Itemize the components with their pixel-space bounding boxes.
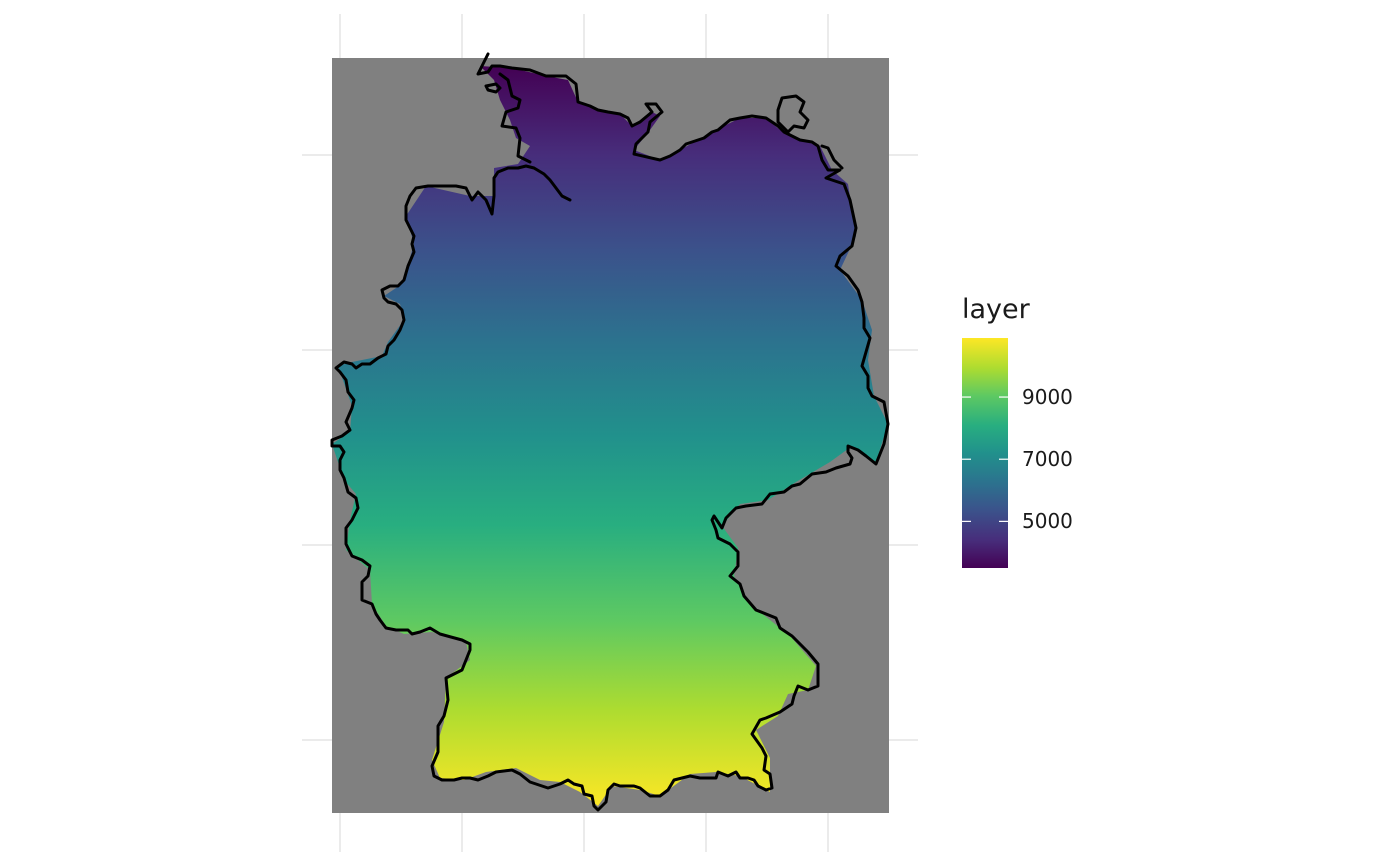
sylt-island	[484, 82, 502, 94]
legend-title: layer	[962, 294, 1030, 325]
raster-fill	[332, 66, 888, 806]
legend-tick-label: 7000	[1022, 447, 1073, 472]
ruegen-island	[776, 94, 810, 134]
north-frisia-coast	[498, 72, 532, 164]
colorbar-ticks	[962, 396, 1008, 522]
germany-border	[330, 52, 890, 812]
usedom-island	[820, 144, 844, 170]
legend-tick-label: 9000	[1022, 385, 1073, 410]
country-outline	[330, 52, 890, 812]
legend-tick-label: 5000	[1022, 509, 1073, 534]
colorbar-gradient	[962, 338, 1008, 568]
legend-colorbar	[962, 338, 1008, 568]
